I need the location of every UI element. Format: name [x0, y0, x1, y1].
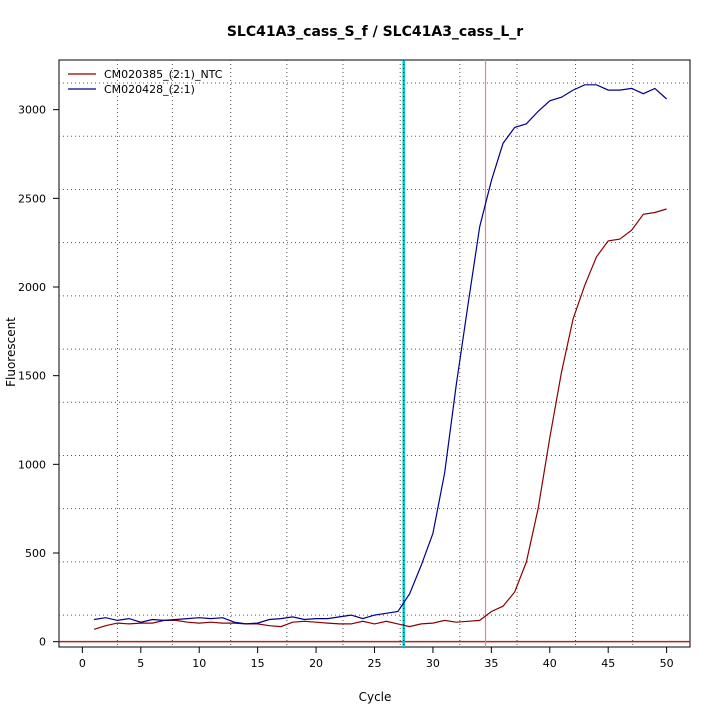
y-tick-label-1000: 1000 — [18, 458, 46, 471]
x-tick-label-35: 35 — [484, 657, 498, 670]
axes-layer: 0 5 10 15 20 25 30 35 40 45 5005001000150020002500… — [18, 104, 674, 670]
reference-lines-layer — [59, 60, 690, 647]
x-tick-label-40: 40 — [543, 657, 557, 670]
x-tick-label-30: 30 — [426, 657, 440, 670]
series-layer — [93, 84, 668, 630]
plot-frame-layer — [58, 59, 691, 648]
plot-frame — [58, 59, 691, 648]
x-tick-label-45: 45 — [601, 657, 615, 670]
x-tick-label-15: 15 — [251, 657, 265, 670]
y-tick-label-1500: 1500 — [18, 370, 46, 383]
x-tick-label-5: 5 — [137, 657, 144, 670]
x-tick-label-20: 20 — [309, 657, 323, 670]
grid-layer — [59, 60, 690, 647]
y-tick-label-3000: 3000 — [18, 104, 46, 117]
y-tick-label-2000: 2000 — [18, 281, 46, 294]
x-axis-label: Cycle — [359, 690, 392, 704]
series-line-1 — [94, 84, 668, 625]
x-tick-label-10: 10 — [192, 657, 206, 670]
legend-label-0: CM020385_(2:1)_NTC — [104, 68, 223, 81]
y-tick-label-0: 0 — [39, 636, 46, 649]
y-tick-label-2500: 2500 — [18, 192, 46, 205]
y-tick-label-500: 500 — [25, 547, 46, 560]
x-tick-label-25: 25 — [368, 657, 382, 670]
series-line-0 — [93, 208, 667, 630]
legend-label-1: CM020428_(2:1) — [104, 83, 195, 96]
chart-title: SLC41A3_cass_S_f / SLC41A3_cass_L_r — [227, 24, 523, 40]
x-tick-label-0: 0 — [79, 657, 86, 670]
x-tick-label-50: 50 — [660, 657, 674, 670]
legend: CM020385_(2:1)_NTC CM020428_(2:1) — [68, 68, 223, 96]
y-axis-label: Fluorescent — [4, 317, 18, 387]
